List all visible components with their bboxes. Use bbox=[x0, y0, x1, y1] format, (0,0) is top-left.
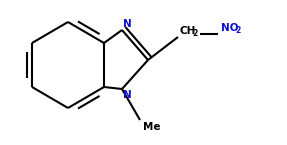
Text: N: N bbox=[123, 19, 132, 29]
Text: 2: 2 bbox=[192, 29, 197, 38]
Text: CH: CH bbox=[179, 26, 195, 36]
Text: 2: 2 bbox=[235, 26, 240, 35]
Text: NO: NO bbox=[221, 23, 238, 33]
Text: Me: Me bbox=[143, 122, 160, 132]
Text: N: N bbox=[123, 90, 132, 100]
